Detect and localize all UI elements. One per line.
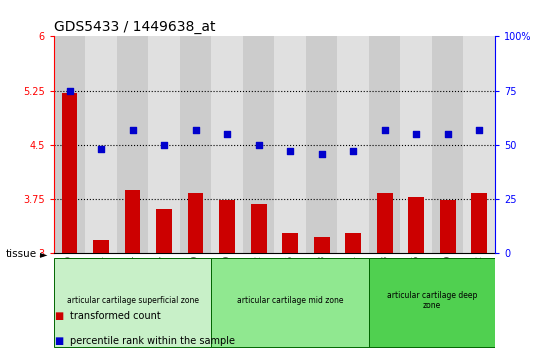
- Bar: [93, 240, 109, 253]
- Point: [380, 127, 389, 132]
- Text: articular cartilage superficial zone: articular cartilage superficial zone: [67, 296, 199, 305]
- Point: [65, 88, 74, 94]
- Bar: [440, 200, 456, 253]
- Bar: [432, 36, 463, 253]
- Point: [349, 148, 357, 154]
- Point: [160, 142, 168, 148]
- Text: percentile rank within the sample: percentile rank within the sample: [70, 336, 235, 346]
- Bar: [54, 258, 211, 347]
- Bar: [345, 233, 361, 253]
- Text: transformed count: transformed count: [70, 311, 161, 321]
- Bar: [211, 36, 243, 253]
- Point: [475, 127, 484, 132]
- Bar: [314, 237, 329, 253]
- Point: [223, 131, 231, 137]
- Point: [128, 127, 137, 132]
- Bar: [156, 209, 172, 253]
- Bar: [463, 36, 495, 253]
- Text: ►: ►: [40, 249, 48, 259]
- Bar: [400, 36, 432, 253]
- Bar: [62, 93, 77, 253]
- Bar: [369, 258, 495, 347]
- Text: ■: ■: [54, 336, 63, 346]
- Bar: [369, 36, 400, 253]
- Point: [317, 151, 326, 156]
- Text: ■: ■: [54, 311, 63, 321]
- Bar: [220, 200, 235, 253]
- Bar: [471, 193, 487, 253]
- Bar: [337, 36, 369, 253]
- Bar: [251, 204, 266, 253]
- Bar: [180, 36, 211, 253]
- Point: [286, 148, 294, 154]
- Text: articular cartilage mid zone: articular cartilage mid zone: [237, 296, 343, 305]
- Bar: [282, 233, 298, 253]
- Text: articular cartilage deep
zone: articular cartilage deep zone: [387, 291, 477, 310]
- Bar: [125, 190, 140, 253]
- Bar: [211, 258, 369, 347]
- Bar: [408, 197, 424, 253]
- Bar: [148, 36, 180, 253]
- Point: [412, 131, 421, 137]
- Bar: [306, 36, 337, 253]
- Text: tissue: tissue: [5, 249, 37, 259]
- Bar: [243, 36, 274, 253]
- Bar: [377, 193, 393, 253]
- Point: [97, 146, 105, 152]
- Point: [192, 127, 200, 132]
- Text: GDS5433 / 1449638_at: GDS5433 / 1449638_at: [54, 20, 215, 34]
- Point: [254, 142, 263, 148]
- Bar: [274, 36, 306, 253]
- Bar: [117, 36, 148, 253]
- Point: [443, 131, 452, 137]
- Bar: [86, 36, 117, 253]
- Bar: [54, 36, 86, 253]
- Bar: [188, 193, 203, 253]
